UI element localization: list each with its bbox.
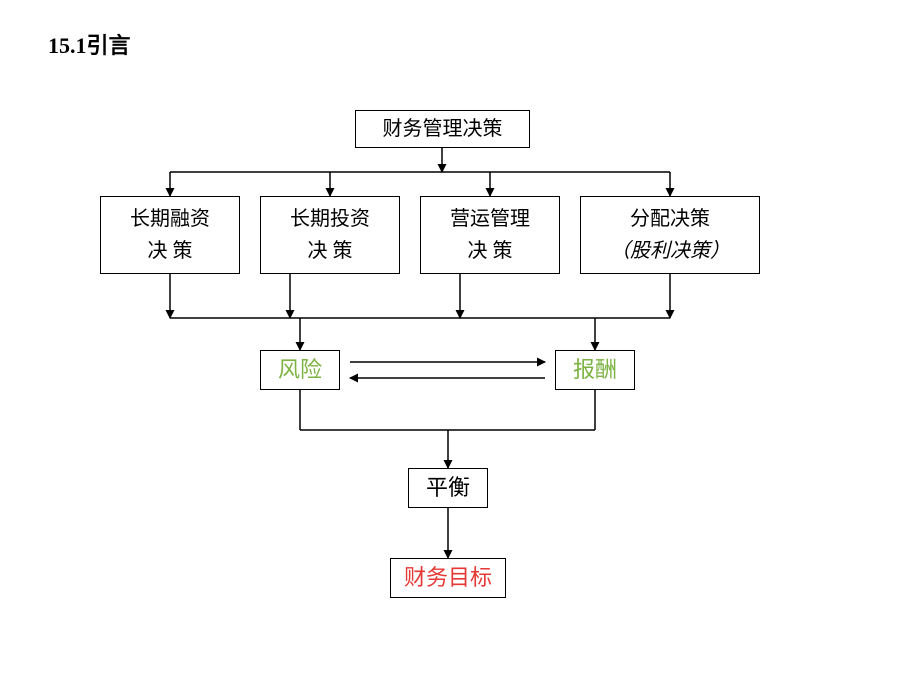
node-distribution-l1: 分配决策 [630,203,710,235]
node-investment-l2: 决 策 [308,235,353,267]
node-operation-l1: 营运管理 [450,203,530,235]
page-title: 15.1引言 [48,28,131,60]
node-distribution-l2: （股利决策） [610,235,730,267]
node-balance-label: 平衡 [426,470,470,505]
node-operation: 营运管理 决 策 [420,196,560,274]
node-balance: 平衡 [408,468,488,508]
node-financing-l2: 决 策 [148,235,193,267]
node-financing: 长期融资 决 策 [100,196,240,274]
node-investment: 长期投资 决 策 [260,196,400,274]
node-risk: 风险 [260,350,340,390]
node-investment-l1: 长期投资 [290,203,370,235]
node-risk-label: 风险 [278,352,322,387]
node-reward-label: 报酬 [573,352,617,387]
node-reward: 报酬 [555,350,635,390]
node-distribution: 分配决策 （股利决策） [580,196,760,274]
node-root: 财务管理决策 [355,110,530,148]
node-root-label: 财务管理决策 [383,113,503,145]
node-financing-l1: 长期融资 [130,203,210,235]
node-goal: 财务目标 [390,558,506,598]
node-goal-label: 财务目标 [404,560,492,595]
node-operation-l2: 决 策 [468,235,513,267]
